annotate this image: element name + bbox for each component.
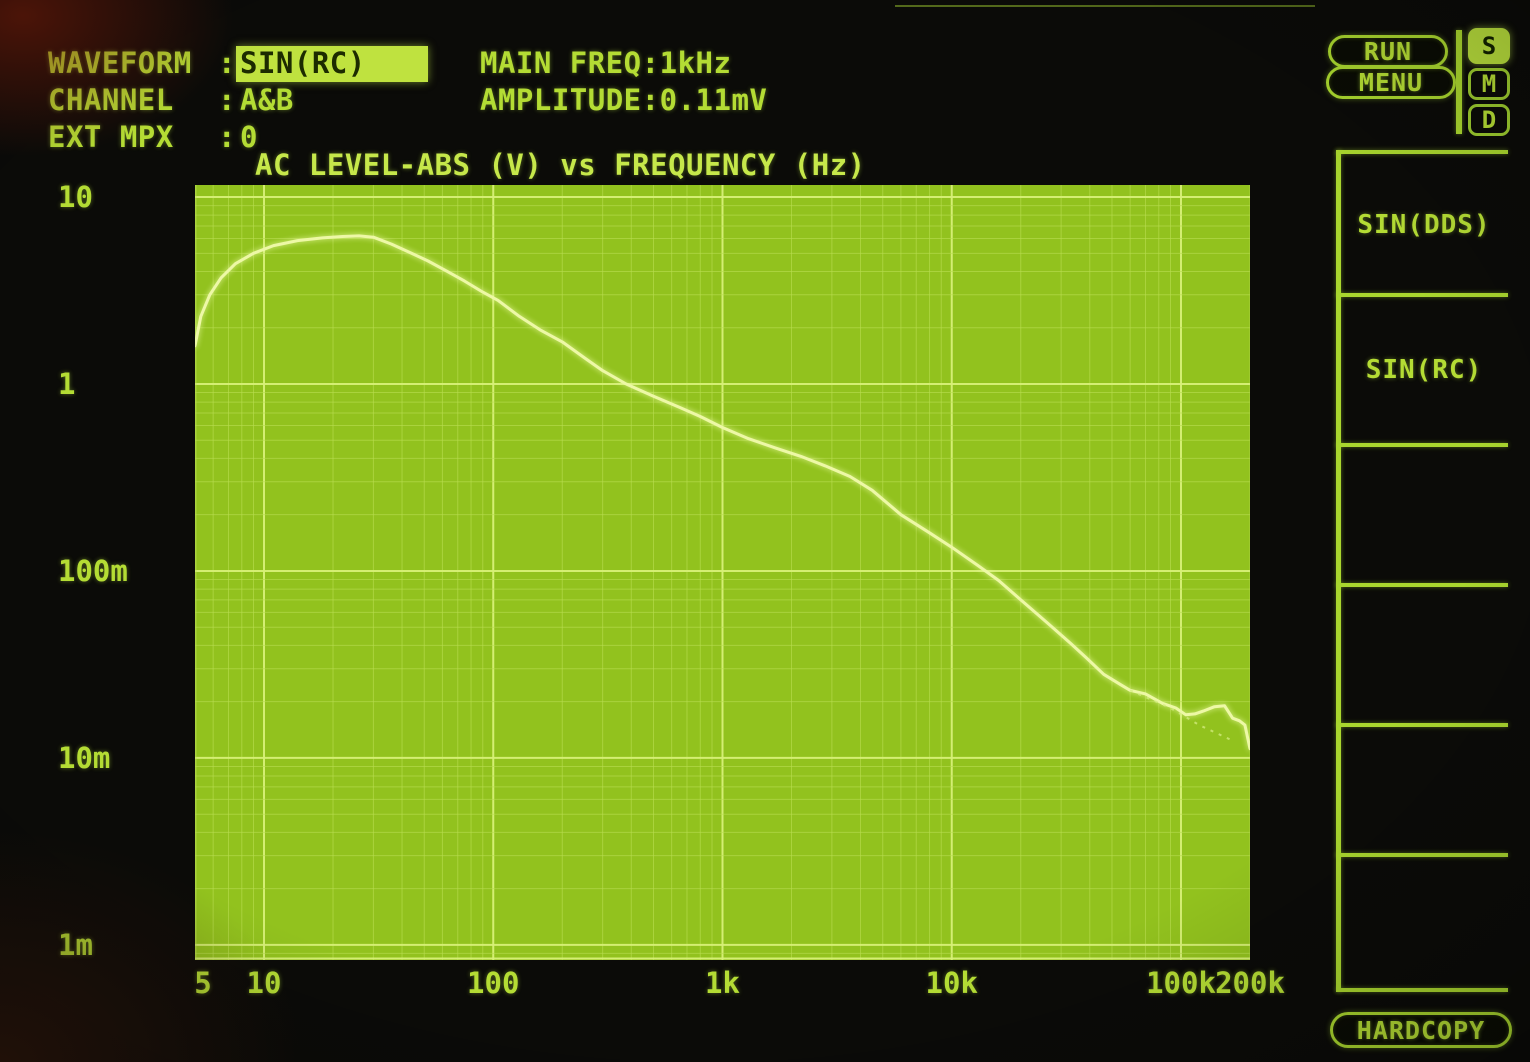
menu-button-label: MENU (1358, 68, 1424, 97)
y-tick-label: 1m (58, 927, 93, 962)
x-tick-label: 200k (1215, 966, 1285, 1000)
indicator-m-letter: M (1481, 70, 1497, 98)
softkey-divider (1336, 853, 1508, 857)
softkey-divider (1336, 150, 1508, 154)
menu-button[interactable]: MENU (1326, 66, 1456, 99)
softkey-divider (1336, 293, 1508, 297)
status-indicator-m: M (1468, 68, 1510, 100)
softkey-divider (1336, 583, 1508, 587)
y-tick-label: 10 (58, 180, 93, 215)
y-tick-label: 100m (58, 553, 128, 588)
x-tick-label: 10k (925, 966, 978, 1000)
x-tick-label: 1k (705, 966, 740, 1000)
hardcopy-button-label: HARDCOPY (1356, 1015, 1486, 1045)
softkey-divider (1336, 988, 1508, 992)
status-indicator-d: D (1468, 104, 1510, 136)
softkey-column-rail (1336, 150, 1341, 992)
run-button[interactable]: RUN (1328, 35, 1448, 68)
hardcopy-button[interactable]: HARDCOPY (1330, 1012, 1512, 1048)
softkey-divider (1336, 443, 1508, 447)
run-button-label: RUN (1363, 37, 1413, 66)
chart-title: AC LEVEL-ABS (V) vs FREQUENCY (Hz) (255, 148, 866, 182)
x-tick-label: 100k (1146, 966, 1216, 1000)
x-tick-label: 5 (194, 966, 212, 1000)
softkey-sin-rc[interactable]: SIN(RC) (1365, 355, 1483, 385)
x-tick-label: 10 (246, 966, 282, 1000)
indicator-s-letter: S (1481, 32, 1497, 60)
softkey-divider (1336, 723, 1508, 727)
softkey-sin-dds[interactable]: SIN(DDS) (1357, 210, 1491, 240)
indicator-separator-bar (1456, 30, 1462, 134)
y-tick-label: 10m (58, 740, 111, 775)
status-indicator-sweep: S (1468, 28, 1510, 64)
y-tick-label: 1 (58, 367, 76, 401)
x-tick-label: 100 (467, 966, 520, 1000)
plot-svg (195, 185, 1250, 960)
indicator-d-letter: D (1481, 106, 1497, 134)
